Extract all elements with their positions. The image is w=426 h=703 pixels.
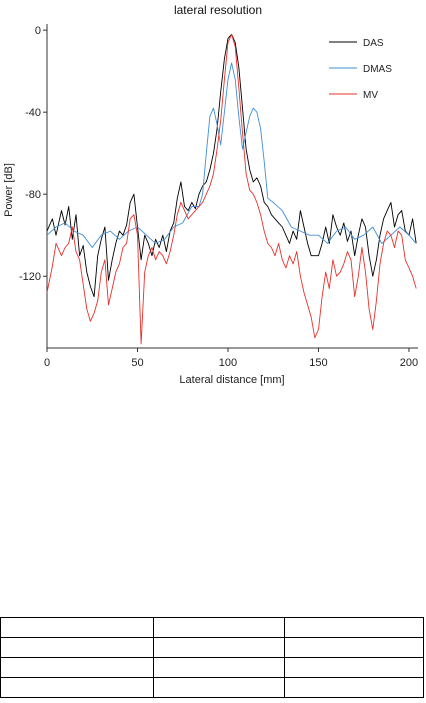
table-cell	[152, 677, 286, 698]
x-axis-title: Lateral distance [mm]	[179, 374, 284, 386]
x-tick-label: 0	[44, 357, 50, 369]
y-tick-label: 0	[35, 25, 41, 37]
series-layer	[46, 33, 417, 345]
table-cell	[152, 617, 286, 638]
legend-label-das: DAS	[363, 38, 384, 49]
y-tick-label: -120	[19, 271, 41, 283]
y-tick-label: -80	[25, 189, 41, 201]
x-tick-label: 100	[219, 357, 237, 369]
table-row	[0, 617, 424, 638]
x-tick-label: 150	[309, 357, 327, 369]
table-cell	[0, 617, 154, 638]
chart-title: lateral resolution	[174, 3, 262, 17]
y-tick-label: -40	[25, 107, 41, 119]
table-row	[0, 657, 424, 678]
series-line-das	[46, 33, 417, 298]
legend: DAS DMAS MV	[329, 38, 392, 101]
table-cell	[0, 677, 154, 698]
series-line-dmas	[46, 62, 417, 248]
table-cell	[152, 657, 286, 678]
table-row	[0, 677, 424, 698]
x-tick-label: 200	[400, 357, 418, 369]
table-cell	[284, 677, 424, 698]
x-tick-label: 50	[131, 357, 143, 369]
table-cell	[284, 617, 424, 638]
table-row	[0, 637, 424, 658]
table-cell	[0, 637, 154, 658]
table-cell	[0, 657, 154, 678]
series-line-mv	[46, 33, 417, 345]
table-cell	[284, 657, 424, 678]
legend-label-dmas: DMAS	[363, 64, 392, 75]
legend-label-mv: MV	[363, 90, 378, 101]
y-axis-title: Power [dB]	[3, 163, 15, 217]
axes: 0 50 100 150 200 0 -40 -80 -120	[19, 24, 418, 369]
table-cell	[152, 637, 286, 658]
chart: lateral resolution 0 50 100 150 200 0 -40 -80 -1…	[3, 3, 418, 386]
empty-table	[0, 617, 424, 698]
table-cell	[284, 637, 424, 658]
